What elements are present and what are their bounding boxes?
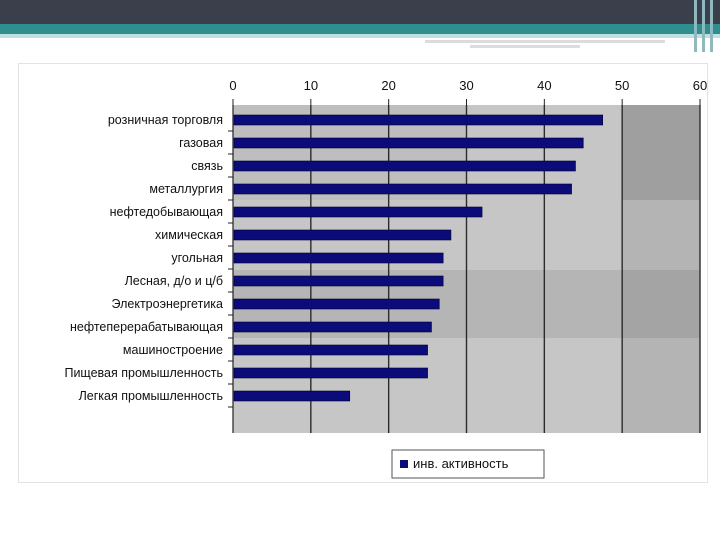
category-label: розничная торговля bbox=[108, 113, 223, 127]
slide-header-highlight bbox=[0, 34, 720, 38]
category-label: химическая bbox=[155, 228, 223, 242]
category-label: металлургия bbox=[149, 182, 223, 196]
bar bbox=[233, 183, 572, 195]
bars bbox=[233, 114, 604, 402]
slide-accent-line-short bbox=[470, 45, 580, 48]
category-label: нефтедобывающая bbox=[110, 205, 223, 219]
x-tick-label: 50 bbox=[615, 78, 629, 93]
slide-header-band bbox=[0, 0, 720, 24]
x-tick-label: 10 bbox=[304, 78, 318, 93]
chart-frame: 0 10 20 30 40 50 60 розничная торговля газовая с… bbox=[18, 63, 708, 483]
plot-band bbox=[622, 200, 700, 270]
legend-box bbox=[391, 449, 545, 479]
category-label: нефтеперерабатывающая bbox=[70, 320, 223, 334]
plot-band bbox=[622, 338, 700, 433]
category-label: связь bbox=[191, 159, 223, 173]
category-label: угольная bbox=[171, 251, 223, 265]
bar bbox=[233, 137, 584, 149]
slide-accent-line bbox=[425, 40, 665, 43]
x-tick-label: 40 bbox=[537, 78, 551, 93]
slide-corner-decoration bbox=[692, 0, 720, 52]
gridlines bbox=[232, 105, 701, 433]
legend: инв. активность bbox=[391, 449, 545, 479]
x-axis-ticks: 0 10 20 30 40 50 60 bbox=[229, 78, 707, 105]
category-label: Легкая промышленность bbox=[79, 389, 223, 403]
category-label: газовая bbox=[179, 136, 223, 150]
category-labels: розничная торговля газовая связь металлурги… bbox=[64, 113, 233, 408]
bar bbox=[233, 206, 483, 218]
x-tick-label: 20 bbox=[381, 78, 395, 93]
bar bbox=[233, 367, 428, 379]
legend-swatch bbox=[400, 460, 408, 468]
bar bbox=[233, 344, 428, 356]
bar bbox=[233, 114, 604, 126]
plot-band bbox=[622, 105, 700, 200]
x-tick-label: 30 bbox=[459, 78, 473, 93]
category-label: Лесная, д/о и ц/б bbox=[125, 274, 223, 288]
category-label: машиностроение bbox=[123, 343, 223, 357]
category-label: Пищевая промышленность bbox=[64, 366, 223, 380]
bar bbox=[233, 298, 440, 310]
bar bbox=[233, 390, 351, 402]
slide-header-stripe bbox=[0, 24, 720, 34]
bar bbox=[233, 275, 444, 287]
bar bbox=[233, 160, 576, 172]
bar-chart: 0 10 20 30 40 50 60 розничная торговля газовая с… bbox=[64, 78, 707, 479]
category-label: Электроэнергетика bbox=[112, 297, 224, 311]
bar bbox=[233, 229, 452, 241]
legend-label: инв. активность bbox=[413, 456, 509, 471]
bar bbox=[233, 321, 432, 333]
x-tick-label: 0 bbox=[229, 78, 236, 93]
bar bbox=[233, 252, 444, 264]
x-tick-label: 60 bbox=[693, 78, 707, 93]
